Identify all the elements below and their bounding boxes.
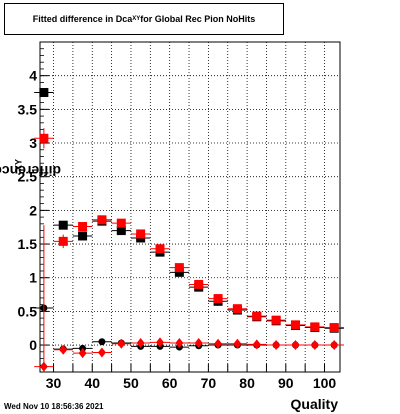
- data-point-diamond: [272, 340, 281, 351]
- data-point-square: [116, 226, 126, 236]
- data-point-square: [232, 304, 242, 314]
- data-point-circle: [98, 338, 106, 346]
- data-point-square: [116, 218, 126, 228]
- data-point-square: [252, 311, 262, 321]
- data-point-square: [155, 244, 165, 254]
- data-point-square: [194, 279, 204, 289]
- y-tick-label: 1: [29, 270, 37, 286]
- x-tick-label: 60: [162, 375, 178, 391]
- x-tick-label: 70: [201, 375, 217, 391]
- data-point-diamond: [175, 338, 184, 349]
- y-tick-label: 0: [29, 337, 37, 353]
- data-point-square: [271, 315, 281, 325]
- y-tick-label: 3.5: [18, 101, 38, 117]
- data-point-diamond: [330, 340, 339, 351]
- title-sub: XY: [132, 16, 141, 22]
- data-point-square: [58, 220, 68, 230]
- data-point-diamond: [59, 344, 68, 355]
- data-point-diamond: [291, 340, 300, 351]
- data-point-diamond: [252, 339, 261, 350]
- data-point-diamond: [117, 338, 126, 349]
- data-point-diamond: [194, 338, 203, 349]
- ylabel-main: difference in Dca: [0, 163, 62, 180]
- data-point-square: [174, 267, 184, 277]
- title-rest: for Global Rec Pion NoHits: [140, 14, 256, 24]
- y-tick-label: 0.5: [18, 303, 38, 319]
- data-point-square: [136, 229, 146, 239]
- y-tick-label: 4: [29, 68, 37, 84]
- data-point-square: [310, 322, 320, 332]
- data-point-square: [329, 323, 339, 333]
- x-tick-label: 40: [84, 375, 100, 391]
- data-point-diamond: [156, 337, 164, 348]
- data-point-square: [39, 88, 49, 98]
- data-point-diamond: [214, 338, 223, 349]
- data-point-square: [78, 222, 88, 232]
- data-point-diamond: [310, 340, 319, 351]
- x-tick-label: 80: [239, 375, 255, 391]
- x-axis-label: Quality: [290, 396, 338, 412]
- y-tick-label: 2.5: [18, 169, 38, 185]
- plot-frame: [39, 41, 341, 373]
- data-point-square: [78, 231, 88, 241]
- y-tick-label: 2: [29, 202, 37, 218]
- x-tick-label: 50: [123, 375, 139, 391]
- data-point-diamond: [233, 338, 242, 349]
- data-point-diamond: [97, 347, 106, 358]
- datestamp: Wed Nov 10 18:56:36 2021: [4, 402, 104, 411]
- x-tick-label: 90: [278, 375, 294, 391]
- y-tick-label: 3: [29, 135, 37, 151]
- title-main: Fitted difference in Dca: [32, 14, 133, 24]
- data-point-square: [290, 320, 300, 330]
- data-point-square: [39, 133, 49, 143]
- data-point-square: [58, 236, 68, 246]
- data-point-diamond: [78, 348, 87, 359]
- x-tick-label: 100: [313, 375, 337, 391]
- data-point-square: [213, 294, 223, 304]
- data-point-diamond: [136, 338, 145, 349]
- x-tick-label: 30: [46, 375, 62, 391]
- chart-title: Fitted difference in Dca XY for Global Re…: [4, 3, 284, 35]
- y-tick-label: 1.5: [18, 236, 38, 252]
- data-point-square: [174, 263, 184, 273]
- data-point-diamond: [39, 361, 48, 372]
- data-point-square: [97, 215, 107, 225]
